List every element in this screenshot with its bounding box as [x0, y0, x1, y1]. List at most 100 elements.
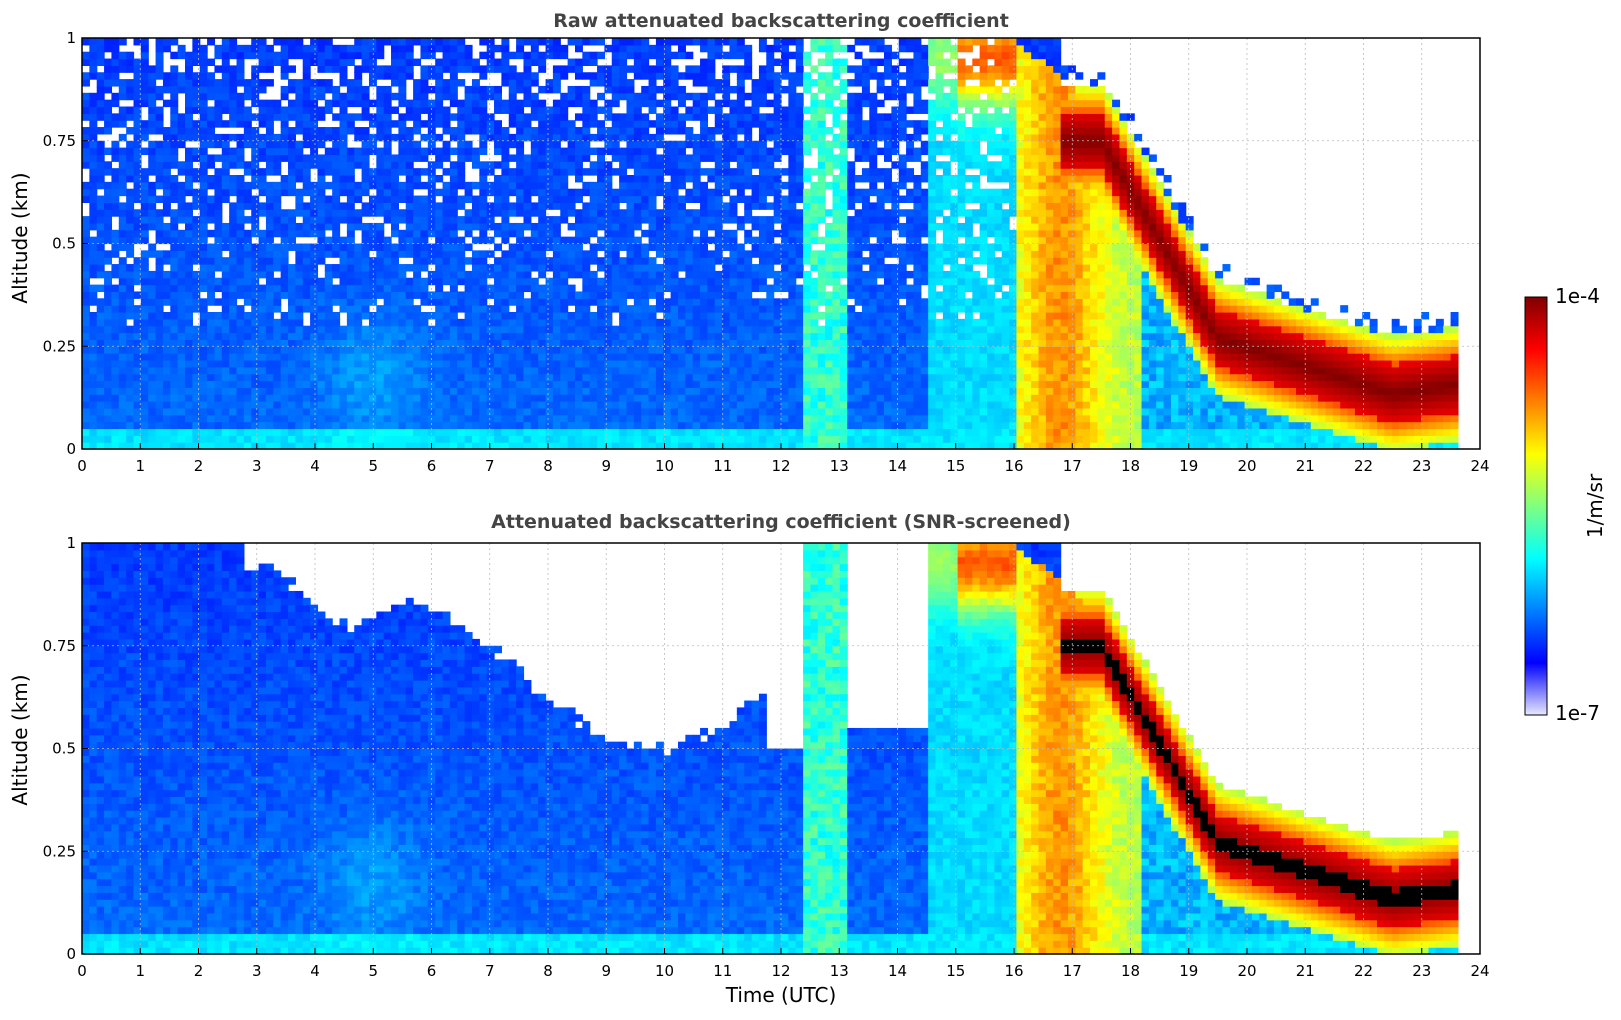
heatmap-cell	[398, 92, 407, 101]
heatmap-cell	[619, 318, 628, 327]
heatmap-cell	[523, 387, 532, 395]
heatmap-cell	[361, 312, 370, 320]
heatmap-cell	[96, 44, 105, 53]
heatmap-cell	[339, 140, 348, 149]
heatmap-cell	[361, 140, 370, 149]
heatmap-cell	[449, 435, 458, 443]
heatmap-cell	[479, 264, 488, 272]
heatmap-cell	[597, 222, 606, 231]
heatmap-cell	[427, 72, 436, 80]
heatmap-cell	[82, 58, 90, 66]
heatmap-cell	[574, 325, 583, 334]
heatmap-cell	[118, 387, 127, 395]
heatmap-cell	[729, 291, 738, 299]
heatmap-cell	[464, 106, 473, 114]
heatmap-cell	[589, 188, 598, 197]
heatmap-cell	[398, 318, 407, 327]
heatmap-cell	[567, 366, 576, 375]
heatmap-cell	[288, 65, 296, 73]
heatmap-cell	[611, 394, 620, 402]
heatmap-cell	[280, 353, 289, 361]
heatmap-cell	[295, 99, 304, 108]
heatmap-cell	[501, 332, 510, 340]
heatmap-cell	[170, 353, 179, 361]
heatmap-cell	[655, 161, 664, 169]
heatmap-cell	[104, 332, 113, 340]
heatmap-cell	[692, 257, 701, 265]
heatmap-cell	[368, 353, 377, 361]
heatmap-cell	[494, 99, 502, 108]
heatmap-cell	[361, 154, 370, 162]
heatmap-cell	[258, 298, 267, 306]
heatmap-cell	[692, 99, 701, 108]
heatmap-cell	[346, 99, 355, 108]
heatmap-cell	[236, 154, 245, 162]
heatmap-cell	[729, 435, 738, 443]
heatmap-cell	[751, 428, 760, 436]
heatmap-cell	[162, 353, 171, 361]
heatmap-cell	[589, 284, 598, 293]
heatmap-cell	[288, 284, 296, 293]
heatmap-cell	[567, 65, 576, 73]
heatmap-cell	[420, 222, 429, 231]
heatmap-cell	[707, 435, 716, 443]
heatmap-cell	[442, 65, 451, 73]
heatmap-cell	[486, 332, 495, 340]
heatmap-cell	[383, 168, 392, 176]
heatmap-cell	[729, 195, 738, 203]
heatmap-cell	[626, 44, 635, 53]
heatmap-cell	[648, 92, 657, 101]
heatmap-cell	[317, 243, 326, 251]
heatmap-cell	[677, 435, 686, 443]
heatmap-cell	[736, 332, 745, 340]
heatmap-cell	[736, 366, 745, 375]
heatmap-cell	[376, 175, 385, 183]
heatmap-cell	[641, 298, 650, 306]
heatmap-cell	[663, 58, 672, 66]
heatmap-cell	[236, 284, 245, 293]
heatmap-cell	[633, 359, 642, 368]
heatmap-cell	[376, 222, 385, 231]
heatmap-cell	[310, 127, 319, 135]
heatmap-cell	[427, 209, 436, 217]
heatmap-cell	[722, 291, 731, 299]
heatmap-cell	[560, 236, 569, 245]
heatmap-cell	[288, 175, 296, 183]
heatmap-cell	[633, 127, 642, 135]
heatmap-cell	[243, 366, 252, 375]
heatmap-cell	[354, 92, 363, 101]
heatmap-cell	[494, 264, 502, 272]
heatmap-cell	[221, 181, 230, 190]
heatmap-cell	[449, 359, 458, 368]
heatmap-cell	[104, 339, 113, 347]
heatmap-cell	[104, 257, 113, 265]
heatmap-cell	[538, 58, 547, 66]
heatmap-cell	[707, 168, 716, 176]
heatmap-cell	[339, 414, 348, 423]
heatmap-cell	[692, 243, 701, 251]
heatmap-cell	[700, 401, 709, 409]
heatmap-cell	[707, 38, 716, 46]
heatmap-cell	[288, 243, 296, 251]
heatmap-cell	[118, 79, 127, 87]
heatmap-cell	[214, 243, 223, 251]
heatmap-cell	[148, 243, 157, 251]
heatmap-cell	[626, 366, 635, 375]
heatmap-cell	[258, 209, 267, 217]
heatmap-cell	[486, 202, 495, 210]
heatmap-cell	[589, 387, 598, 395]
heatmap-cell	[133, 380, 142, 388]
heatmap-cell	[611, 58, 620, 66]
heatmap-cell	[339, 428, 348, 436]
heatmap-cell	[288, 298, 296, 306]
heatmap-cell	[648, 154, 657, 162]
heatmap-cell	[383, 332, 392, 340]
heatmap-cell	[530, 312, 539, 320]
heatmap-cell	[670, 195, 679, 203]
heatmap-cell	[177, 435, 186, 443]
heatmap-cell	[626, 175, 635, 183]
heatmap-cell	[207, 243, 216, 251]
heatmap-cell	[170, 312, 179, 320]
heatmap-cell	[376, 346, 385, 354]
heatmap-cell	[185, 85, 193, 94]
